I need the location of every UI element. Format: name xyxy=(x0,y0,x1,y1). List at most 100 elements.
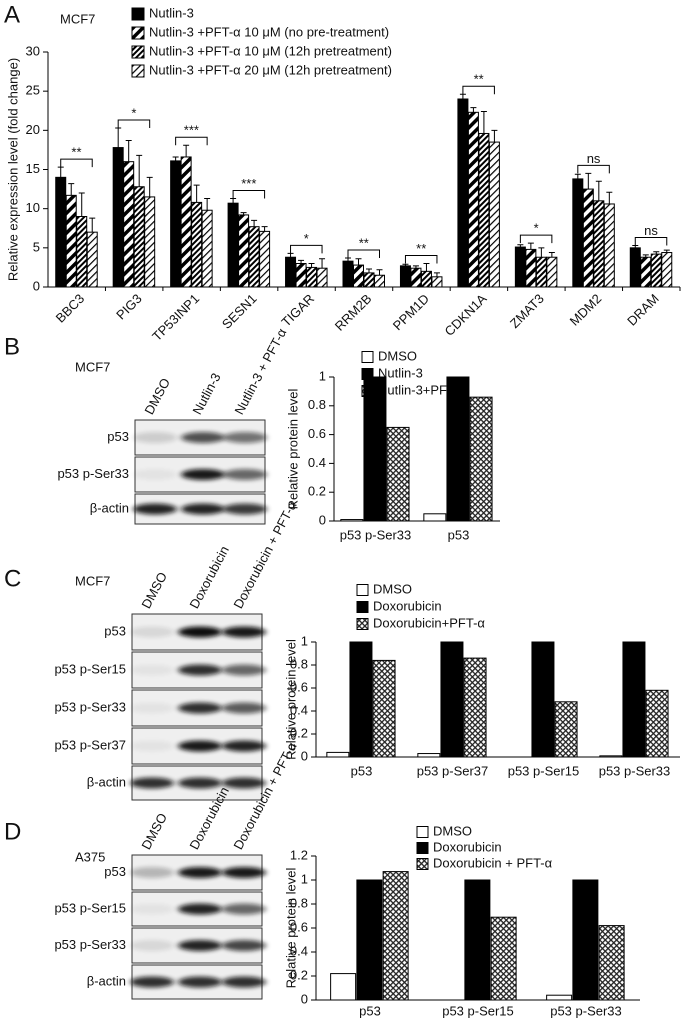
legend-swatch xyxy=(416,858,429,870)
cell-line: MCF7 xyxy=(75,359,110,374)
error-bar xyxy=(517,244,524,248)
significance-label: ** xyxy=(359,235,369,250)
bar xyxy=(342,260,354,288)
bar xyxy=(238,214,250,288)
legend-swatch xyxy=(356,618,369,630)
bar xyxy=(423,513,447,522)
error-bar xyxy=(538,247,545,258)
significance-label: *** xyxy=(184,123,199,138)
significance-bracket xyxy=(232,189,266,199)
error-bar xyxy=(663,249,670,253)
error-bar xyxy=(251,219,258,227)
bar xyxy=(112,147,124,288)
y-axis-label: Relative protein level xyxy=(285,389,300,510)
blot-band xyxy=(133,503,177,515)
y-axis-label: Relative protein level xyxy=(283,639,298,760)
significance-label: ns xyxy=(644,223,658,238)
blot-band xyxy=(130,702,174,714)
bar xyxy=(340,519,364,522)
x-tick-label: CDKN1A xyxy=(442,291,490,339)
blot-band xyxy=(130,777,174,789)
bar xyxy=(316,267,328,288)
y-tick-label: 25 xyxy=(26,83,40,98)
error-bar xyxy=(548,252,555,258)
legend-label: Doxorubicin + PFT-α xyxy=(433,855,553,870)
lane-label: DMSO xyxy=(138,811,170,852)
legend-label: Doxorubicin+PFT-α xyxy=(373,615,485,630)
error-bar xyxy=(491,129,498,143)
significance-bracket xyxy=(404,255,438,264)
blot-band xyxy=(133,432,177,443)
error-bar xyxy=(423,263,430,272)
bar xyxy=(603,203,615,288)
y-tick-label: 0 xyxy=(319,512,326,527)
y-tick-label: 0.4 xyxy=(290,702,308,717)
y-tick-label: 10 xyxy=(26,200,40,215)
error-bar xyxy=(574,173,581,179)
panel-letter: B xyxy=(4,333,20,360)
blot-band xyxy=(178,940,222,951)
bar xyxy=(490,916,517,1001)
bar xyxy=(382,871,409,1001)
blot-row-label: p53 xyxy=(104,623,126,638)
bar xyxy=(76,216,88,288)
bar xyxy=(546,256,558,288)
y-tick-label: 1 xyxy=(319,368,326,383)
bar xyxy=(170,160,182,288)
blot-band xyxy=(130,976,174,988)
x-tick-label: p53 p-Ser15 xyxy=(442,1003,514,1018)
bar xyxy=(363,376,387,522)
blot-band xyxy=(130,664,174,676)
x-tick-label: p53 xyxy=(448,527,470,542)
legend-swatch xyxy=(131,7,145,21)
blot-band xyxy=(223,432,267,443)
blot-band xyxy=(222,976,266,988)
y-tick-label: 0.8 xyxy=(290,895,308,910)
error-bar xyxy=(470,107,477,113)
error-bar xyxy=(345,257,351,262)
y-tick-label: 0.6 xyxy=(290,679,308,694)
y-tick-label: 0.2 xyxy=(290,967,308,982)
legend-label: Nutlin-3 xyxy=(149,5,194,20)
bar xyxy=(645,689,669,758)
bar xyxy=(478,132,490,288)
bar xyxy=(55,176,67,288)
y-tick-label: 0.6 xyxy=(308,426,326,441)
blot-band xyxy=(178,702,222,714)
y-tick-label: 0.4 xyxy=(290,943,308,958)
blot-band xyxy=(222,702,266,714)
x-tick-label: BBC3 xyxy=(53,291,88,326)
bar xyxy=(86,231,98,288)
blot-row-label: p53 p-Ser33 xyxy=(54,699,126,714)
error-bar xyxy=(480,111,487,134)
blot-row-label: β-actin xyxy=(90,500,129,515)
blot-band xyxy=(178,740,222,752)
blot-band xyxy=(130,903,174,915)
error-bar xyxy=(527,242,534,250)
blot-band xyxy=(178,777,222,789)
error-bar xyxy=(68,183,75,196)
bar xyxy=(285,256,297,288)
x-tick-label: DRAM xyxy=(624,291,662,329)
bar xyxy=(227,202,239,288)
x-tick-label: PPM1D xyxy=(390,291,432,333)
blot-row-label: β-actin xyxy=(87,973,126,988)
blot-band xyxy=(181,432,225,443)
significance-bracket xyxy=(462,85,495,95)
bar xyxy=(661,252,673,288)
significance-bracket xyxy=(577,164,610,174)
x-tick-label: p53 p-Ser33 xyxy=(599,763,671,778)
error-bar xyxy=(366,268,372,273)
bar xyxy=(467,111,479,288)
x-tick-label: p53 p-Ser33 xyxy=(550,1003,622,1018)
significance-bracket xyxy=(175,136,208,146)
y-tick-label: 0.8 xyxy=(308,397,326,412)
x-tick-label: MDM2 xyxy=(567,291,605,329)
blot-band xyxy=(222,740,266,752)
bar xyxy=(629,247,641,288)
error-bar xyxy=(298,259,305,264)
legend-label: Nutlin-3 +PFT-α 10 μM (12h pretreatment) xyxy=(149,43,392,58)
error-bar xyxy=(240,212,247,215)
error-bar xyxy=(412,265,419,269)
cell-line: A375 xyxy=(75,849,105,864)
